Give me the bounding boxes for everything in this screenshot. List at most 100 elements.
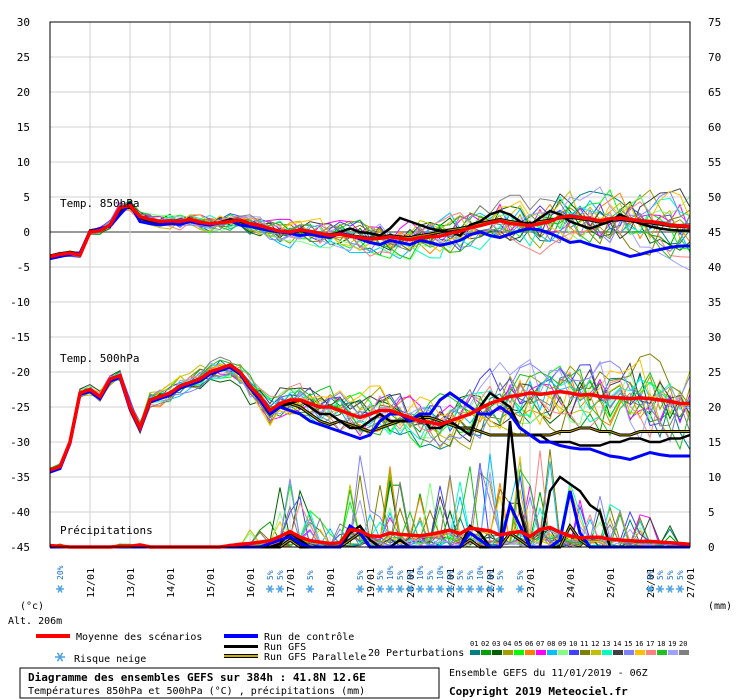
legend-label-perturbations: 20 Perturbations xyxy=(368,648,464,659)
snowflake-stroke xyxy=(277,585,283,593)
snow-risk-pct: 5% xyxy=(456,570,465,580)
snow-risk-pct: 5% xyxy=(656,570,665,580)
perturbation-swatch xyxy=(657,650,667,655)
perturbation-t850-line xyxy=(49,186,691,271)
snowflake-stroke xyxy=(357,585,363,593)
series-control-t500 xyxy=(49,365,690,474)
snow-risk-pct: 5% xyxy=(646,570,655,580)
perturbation-number: 08 xyxy=(547,640,555,648)
date-tick-label: 17/01 xyxy=(286,568,297,598)
perturbation-swatch xyxy=(514,650,524,655)
perturbation-number: 18 xyxy=(657,640,665,648)
snowflake-icon xyxy=(386,585,394,593)
snowflake-icon xyxy=(56,585,64,593)
copyright-label: Copyright 2019 Meteociel.fr xyxy=(449,685,628,698)
snowflake-stroke xyxy=(307,585,313,593)
snowflake-icon xyxy=(266,585,274,593)
right-tick-label: 70 xyxy=(708,51,721,64)
perturbation-number: 17 xyxy=(646,640,654,648)
perturbation-t500-line xyxy=(49,356,691,472)
perturbation-swatch xyxy=(602,650,612,655)
left-tick-label: 15 xyxy=(17,121,30,134)
snow-risk-pct: 5% xyxy=(266,570,275,580)
perturbation-t850-line xyxy=(49,190,691,257)
legend-swatch-gfs xyxy=(224,645,258,648)
ensemble-run-label: Ensemble GEFS du 11/01/2019 - 06Z xyxy=(449,668,648,679)
snow-risk-pct: 5% xyxy=(676,570,685,580)
snow-risk-pct: 5% xyxy=(356,570,365,580)
snowflake-stroke xyxy=(427,585,433,593)
perturbation-t500-line xyxy=(49,365,691,473)
snowflake-stroke xyxy=(677,585,683,593)
date-tick-label: 12/01 xyxy=(86,568,97,598)
perturbation-number: 06 xyxy=(525,640,533,648)
left-tick-label: -40 xyxy=(10,506,30,519)
series-control-t850 xyxy=(49,201,690,261)
right-tick-label: 50 xyxy=(708,191,721,204)
snow-risk-pct: 5% xyxy=(486,570,495,580)
legend: Moyenne des scénarios Run de contrôle Ru… xyxy=(36,631,689,665)
date-tick-label: 21/01 xyxy=(446,568,457,598)
perturbation-swatch xyxy=(580,650,590,655)
date-tick-label: 27/01 xyxy=(686,568,697,598)
date-tick-label: 23/01 xyxy=(526,568,537,598)
snowflake-stroke xyxy=(477,585,483,593)
left-tick-label: -30 xyxy=(10,436,30,449)
date-tick-label: 14/01 xyxy=(166,568,177,598)
snowflake-stroke xyxy=(437,585,443,593)
grid xyxy=(50,21,691,548)
right-tick-label: 65 xyxy=(708,86,721,99)
right-tick-label: 25 xyxy=(708,366,721,379)
section-label-precip: Précipitations xyxy=(60,524,153,537)
perturbation-swatch xyxy=(679,650,689,655)
perturbation-number: 13 xyxy=(602,640,610,648)
perturbation-swatch xyxy=(668,650,678,655)
snowflake-icon xyxy=(516,585,524,593)
left-tick-label: -35 xyxy=(10,471,30,484)
axis-ticks: 302520151050-5-10-15-20-25-30-35-40-4575… xyxy=(10,16,721,554)
snowflake-icon xyxy=(406,585,414,593)
snowflake-icon xyxy=(666,585,674,593)
perturbation-number: 02 xyxy=(481,640,489,648)
right-tick-label: 75 xyxy=(708,16,721,29)
right-tick-label: 15 xyxy=(708,436,721,449)
left-tick-label: -10 xyxy=(10,296,30,309)
perturbation-swatch xyxy=(525,650,535,655)
snowflake-icon xyxy=(676,585,684,593)
snow-risk-pct: 10% xyxy=(386,565,395,580)
left-tick-label: -45 xyxy=(10,541,30,554)
perturbation-swatch xyxy=(536,650,546,655)
info-box xyxy=(19,667,440,699)
snowflake-icon xyxy=(306,585,314,593)
right-tick-label: 5 xyxy=(708,506,715,519)
snowflake-stroke xyxy=(387,585,393,593)
perturbation-swatch xyxy=(492,650,502,655)
date-tick-label: 26/01 xyxy=(646,568,657,598)
legend-label-control: Run de contrôle xyxy=(264,631,354,643)
snowflake-stroke xyxy=(407,585,413,593)
date-tick-label: 15/01 xyxy=(206,568,217,598)
perturbation-swatch xyxy=(547,650,557,655)
left-tick-label: 0 xyxy=(23,226,30,239)
snow-risk-pct: 10% xyxy=(436,565,445,580)
perturbation-swatch xyxy=(624,650,634,655)
legend-label-para: Run GFS Parallele xyxy=(264,652,366,663)
left-tick-label: -5 xyxy=(17,261,30,274)
snowflake-stroke xyxy=(647,585,653,593)
perturbation-number: 09 xyxy=(558,640,566,648)
section-label-t500: Temp. 500hPa xyxy=(60,352,139,365)
snowflake-icon xyxy=(446,585,454,593)
right-tick-label: 60 xyxy=(708,121,721,134)
snow-risk-pct: 5% xyxy=(446,570,455,580)
snow-risk-pct: 5% xyxy=(426,570,435,580)
snowflake-icon xyxy=(466,585,474,593)
left-tick-label: 10 xyxy=(17,156,30,169)
left-tick-label: 5 xyxy=(23,191,30,204)
perturbation-number: 11 xyxy=(580,640,588,648)
snowflake-icon xyxy=(356,585,364,593)
perturbation-number: 03 xyxy=(492,640,500,648)
date-tick-label: 18/01 xyxy=(326,568,337,598)
snow-risk-pct: 5% xyxy=(666,570,675,580)
right-tick-label: 35 xyxy=(708,296,721,309)
snowflake-icon xyxy=(486,585,494,593)
